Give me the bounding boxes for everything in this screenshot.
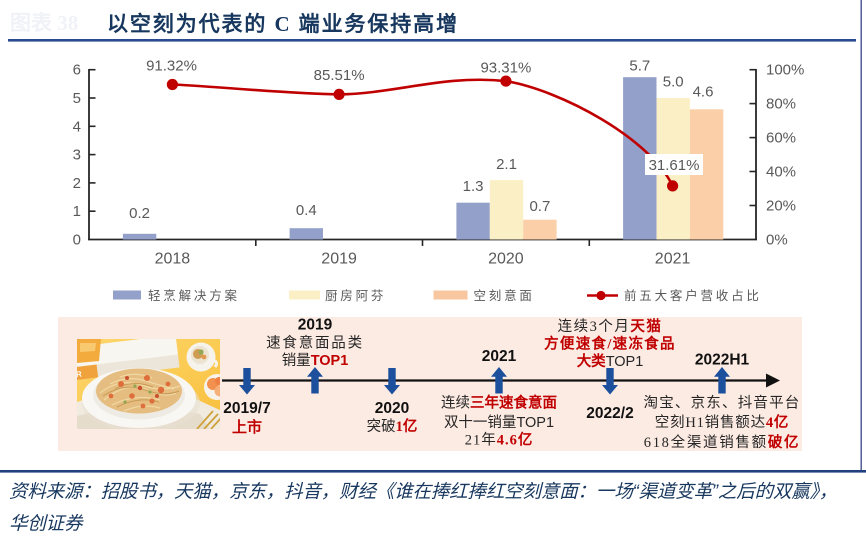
svg-text:1: 1 — [73, 203, 81, 220]
svg-text:淘宝、京东、抖音平台: 淘宝、京东、抖音平台 — [644, 395, 801, 412]
svg-text:连续3个月天猫: 连续3个月天猫 — [558, 317, 663, 335]
svg-text:空刻H1销售额达4亿: 空刻H1销售额达4亿 — [655, 413, 789, 431]
svg-text:华创证券: 华创证券 — [9, 513, 84, 534]
svg-text:6: 6 — [73, 62, 81, 79]
svg-text:618全渠道销售额破亿: 618全渠道销售额破亿 — [644, 433, 800, 451]
svg-text:0: 0 — [73, 232, 81, 249]
svg-text:100%: 100% — [766, 62, 804, 79]
svg-text:85.51%: 85.51% — [314, 67, 365, 84]
svg-text:2018: 2018 — [155, 251, 191, 268]
svg-text:速食意面品类: 速食意面品类 — [266, 334, 364, 352]
svg-text:以空刻为代表的 C 端业务保持高增: 以空刻为代表的 C 端业务保持高增 — [107, 12, 459, 36]
svg-text:2020: 2020 — [375, 400, 409, 417]
svg-text:厨房阿芬: 厨房阿芬 — [325, 288, 386, 303]
svg-text:31.61%: 31.61% — [649, 157, 700, 174]
svg-text:40%: 40% — [766, 164, 796, 181]
svg-text:93.31%: 93.31% — [480, 60, 531, 77]
svg-text:2: 2 — [73, 175, 81, 192]
svg-text:方便速食/速冻食品: 方便速食/速冻食品 — [544, 335, 676, 353]
svg-text:5.7: 5.7 — [629, 58, 650, 75]
svg-text:0%: 0% — [766, 232, 788, 249]
svg-text:2022H1: 2022H1 — [695, 352, 750, 369]
svg-text:60%: 60% — [766, 130, 796, 147]
svg-text:2019: 2019 — [321, 251, 357, 268]
svg-text:2021: 2021 — [655, 251, 691, 268]
svg-text:5.0: 5.0 — [663, 74, 684, 91]
svg-text:3: 3 — [73, 147, 81, 164]
svg-text:80%: 80% — [766, 96, 796, 113]
svg-text:资料来源：招股书，天猫，京东，抖音，财经《谁在捧红捧红空刻意: 资料来源：招股书，天猫，京东，抖音，财经《谁在捧红捧红空刻意面：一场“渠道变革”… — [9, 481, 837, 502]
svg-text:空刻意面: 空刻意面 — [474, 288, 535, 303]
svg-text:2021: 2021 — [482, 348, 517, 365]
svg-text:2020: 2020 — [488, 251, 524, 268]
svg-text:连续三年速食意面: 连续三年速食意面 — [441, 394, 557, 412]
svg-text:大类TOP1: 大类TOP1 — [577, 352, 644, 370]
svg-text:突破1亿: 突破1亿 — [367, 417, 418, 435]
svg-text:0.4: 0.4 — [296, 202, 317, 219]
svg-text:4: 4 — [73, 118, 81, 135]
svg-text:双十一销量TOP1: 双十一销量TOP1 — [444, 414, 554, 431]
svg-text:2022/2: 2022/2 — [586, 405, 633, 422]
svg-text:2019: 2019 — [298, 317, 333, 334]
svg-text:5: 5 — [73, 90, 81, 107]
svg-text:图表 38: 图表 38 — [10, 11, 78, 35]
svg-text:91.32%: 91.32% — [146, 58, 197, 75]
svg-text:2019/7: 2019/7 — [223, 400, 270, 417]
svg-text:21年4.6亿: 21年4.6亿 — [465, 431, 534, 449]
svg-text:ER: ER — [70, 369, 82, 379]
svg-text:2.1: 2.1 — [496, 156, 517, 173]
svg-text:4.6: 4.6 — [693, 84, 714, 101]
svg-text:1.3: 1.3 — [463, 178, 484, 195]
svg-text:上市: 上市 — [232, 418, 262, 436]
svg-text:0.2: 0.2 — [129, 205, 150, 222]
svg-text:0.7: 0.7 — [529, 198, 550, 215]
svg-text:销量TOP1: 销量TOP1 — [282, 352, 349, 369]
svg-text:前五大客户营收占比: 前五大客户营收占比 — [624, 288, 762, 303]
svg-text:20%: 20% — [766, 198, 796, 215]
svg-text:轻烹解决方案: 轻烹解决方案 — [148, 288, 240, 303]
